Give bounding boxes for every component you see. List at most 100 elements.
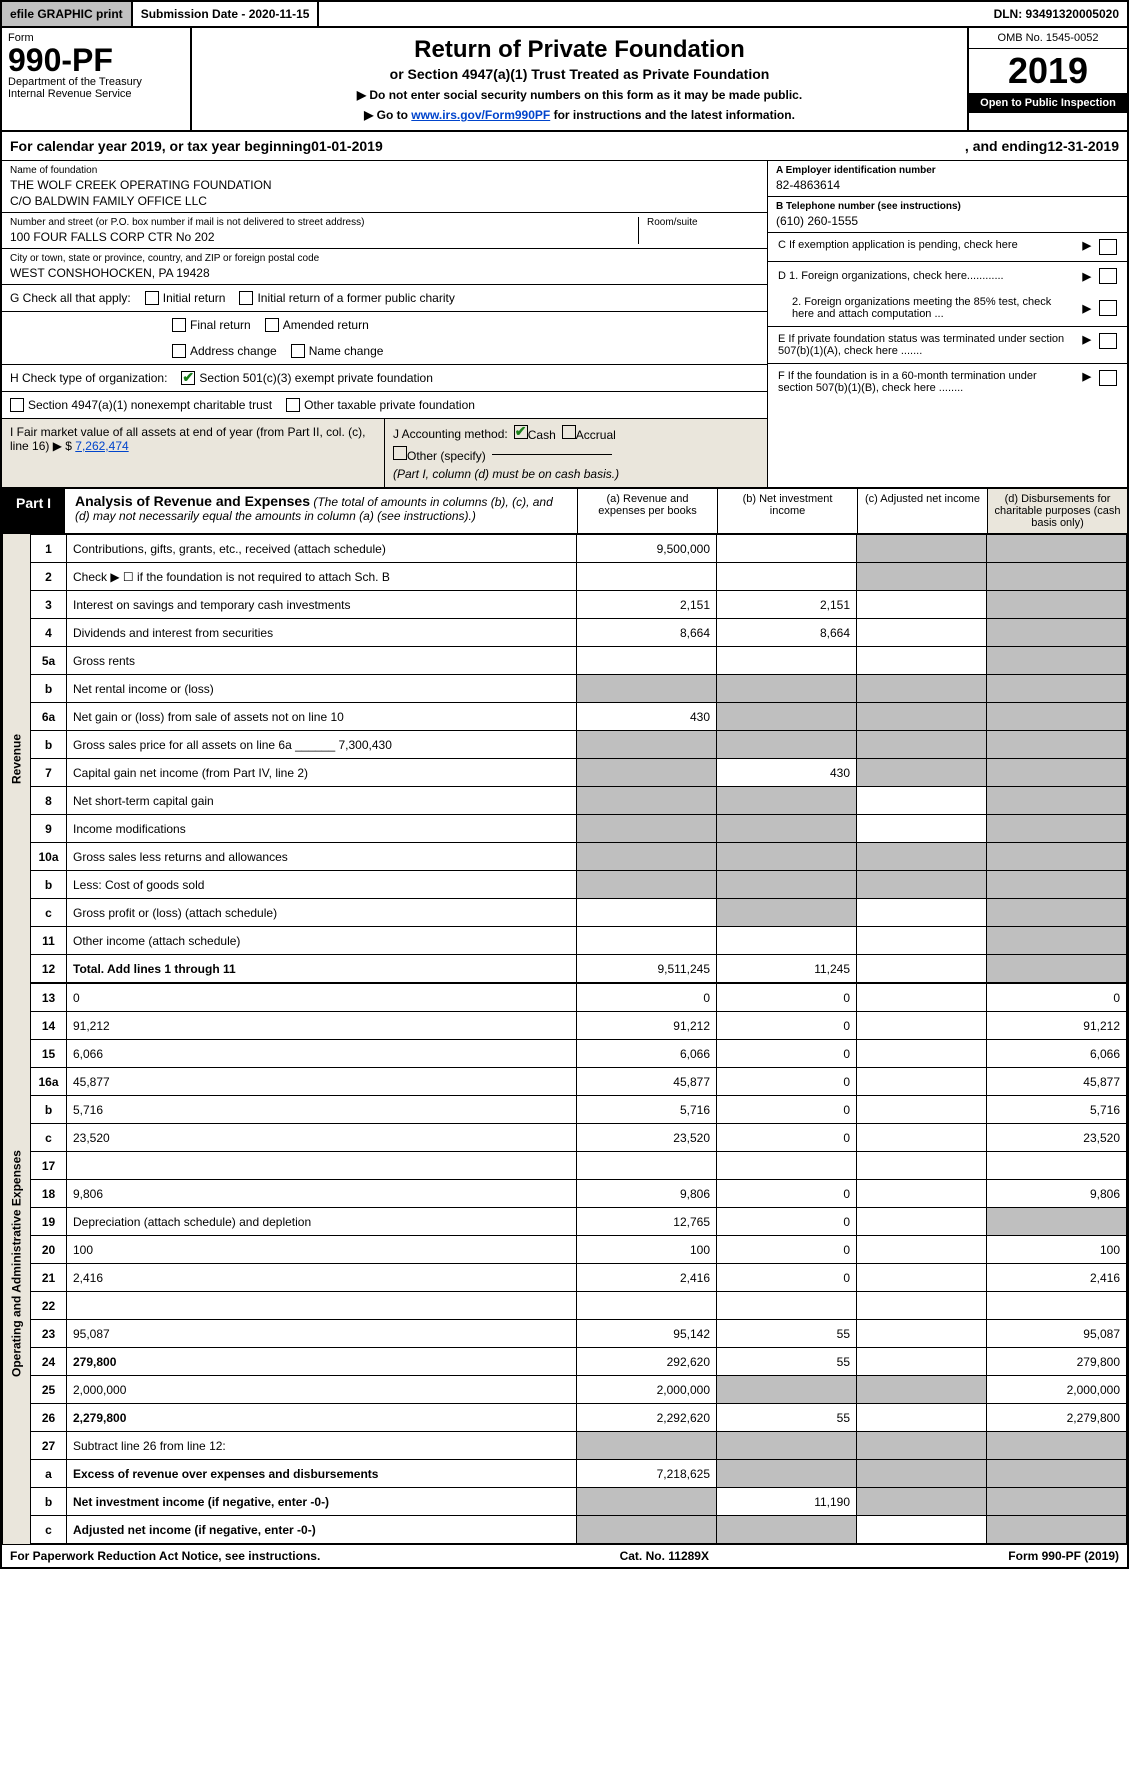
j-cash[interactable]: Cash [514, 425, 556, 442]
cell-c [857, 1208, 987, 1236]
table-row: bGross sales price for all assets on lin… [31, 731, 1127, 759]
d1-checkbox[interactable] [1099, 268, 1117, 284]
j-other[interactable]: Other (specify) [393, 446, 486, 463]
cell-d: 6,066 [987, 1040, 1127, 1068]
g-initial[interactable]: Initial return [145, 291, 226, 305]
row-desc: Interest on savings and temporary cash i… [67, 591, 577, 619]
cell-a: 2,151 [577, 591, 717, 619]
e-terminated: E If private foundation status was termi… [768, 327, 1127, 364]
row-number: c [31, 1124, 67, 1152]
efile-print-button[interactable]: efile GRAPHIC print [2, 2, 133, 26]
g-check-row2: Final return Amended return [2, 312, 767, 338]
g-initial-former[interactable]: Initial return of a former public charit… [239, 291, 454, 305]
cell-d: 45,877 [987, 1068, 1127, 1096]
cal-begin: 01-01-2019 [311, 138, 383, 154]
table-row: 11Other income (attach schedule) [31, 927, 1127, 955]
g-name-change[interactable]: Name change [291, 344, 384, 358]
topbar: efile GRAPHIC print Submission Date - 20… [0, 0, 1129, 28]
cell-b [717, 1516, 857, 1544]
info-left: Name of foundation THE WOLF CREEK OPERAT… [2, 161, 767, 487]
table-row: 2395,08795,1425595,087 [31, 1320, 1127, 1348]
row-number: 25 [31, 1376, 67, 1404]
info-right: A Employer identification number 82-4863… [767, 161, 1127, 487]
row-desc: Net short-term capital gain [67, 787, 577, 815]
f-checkbox[interactable] [1099, 370, 1117, 386]
cell-a [577, 815, 717, 843]
col-d-hdr: (d) Disbursements for charitable purpose… [987, 489, 1127, 533]
cell-c [857, 1180, 987, 1208]
header-note2: ▶ Go to www.irs.gov/Form990PF for instru… [200, 108, 959, 122]
note2-pre: ▶ Go to [364, 108, 411, 122]
cell-d [987, 843, 1127, 871]
c-checkbox[interactable] [1099, 239, 1117, 255]
cell-c [857, 1096, 987, 1124]
d-foreign: D 1. Foreign organizations, check here..… [768, 262, 1127, 327]
cell-a: 2,292,620 [577, 1404, 717, 1432]
j-accrual[interactable]: Accrual [562, 425, 616, 442]
submission-date: Submission Date - 2020-11-15 [133, 2, 320, 26]
c-pending: C If exemption application is pending, c… [768, 233, 1127, 262]
g-addr-change[interactable]: Address change [172, 344, 277, 358]
cell-c [857, 787, 987, 815]
row-number: 9 [31, 815, 67, 843]
row-desc: Check ▶ ☐ if the foundation is not requi… [67, 563, 577, 591]
cell-a: 45,877 [577, 1068, 717, 1096]
e-checkbox[interactable] [1099, 333, 1117, 349]
g-final[interactable]: Final return [172, 318, 251, 332]
row-desc: 9,806 [67, 1180, 577, 1208]
cell-b: 0 [717, 1068, 857, 1096]
table-row: 130000 [31, 984, 1127, 1012]
inspect-badge: Open to Public Inspection [969, 93, 1127, 113]
row-number: 11 [31, 927, 67, 955]
calendar-year-row: For calendar year 2019, or tax year begi… [2, 132, 1127, 161]
cell-a [577, 563, 717, 591]
cell-d [987, 675, 1127, 703]
h-501c3[interactable]: Section 501(c)(3) exempt private foundat… [181, 371, 432, 385]
cell-d: 5,716 [987, 1096, 1127, 1124]
cell-b: 0 [717, 1096, 857, 1124]
cell-c [857, 955, 987, 983]
g-amended[interactable]: Amended return [265, 318, 369, 332]
row-number: 27 [31, 1432, 67, 1460]
row-number: 20 [31, 1236, 67, 1264]
cell-a [577, 787, 717, 815]
cell-a [577, 1432, 717, 1460]
cell-b [717, 899, 857, 927]
row-number: b [31, 871, 67, 899]
row-desc: Excess of revenue over expenses and disb… [67, 1460, 577, 1488]
cell-a: 95,142 [577, 1320, 717, 1348]
cell-c [857, 1348, 987, 1376]
room-label: Room/suite [647, 217, 759, 228]
table-row: 6aNet gain or (loss) from sale of assets… [31, 703, 1127, 731]
row-desc: Net investment income (if negative, ente… [67, 1488, 577, 1516]
cell-d: 100 [987, 1236, 1127, 1264]
cell-d: 95,087 [987, 1320, 1127, 1348]
g-check-row3: Address change Name change [2, 338, 767, 365]
row-desc: Dividends and interest from securities [67, 619, 577, 647]
row-desc: Gross profit or (loss) (attach schedule) [67, 899, 577, 927]
row-desc: Adjusted net income (if negative, enter … [67, 1516, 577, 1544]
row-number: 17 [31, 1152, 67, 1180]
cell-a [577, 647, 717, 675]
h-4947[interactable]: Section 4947(a)(1) nonexempt charitable … [10, 398, 272, 412]
cell-c [857, 1040, 987, 1068]
i-amount: 7,262,474 [75, 439, 128, 453]
cell-a: 8,664 [577, 619, 717, 647]
cell-b [717, 731, 857, 759]
cell-d: 0 [987, 984, 1127, 1012]
table-row: 9Income modifications [31, 815, 1127, 843]
d2-checkbox[interactable] [1099, 300, 1117, 316]
row-desc: 2,416 [67, 1264, 577, 1292]
row-desc: Capital gain net income (from Part IV, l… [67, 759, 577, 787]
table-row: 8Net short-term capital gain [31, 787, 1127, 815]
h-other-taxable[interactable]: Other taxable private foundation [286, 398, 475, 412]
d1-label: D 1. Foreign organizations, check here..… [778, 270, 1075, 282]
row-desc: Total. Add lines 1 through 11 [67, 955, 577, 983]
h-lead: H Check type of organization: [10, 371, 167, 385]
cell-b [717, 927, 857, 955]
cell-b: 0 [717, 1040, 857, 1068]
form-link[interactable]: www.irs.gov/Form990PF [411, 108, 550, 122]
cell-b [717, 703, 857, 731]
cell-b: 55 [717, 1348, 857, 1376]
e-label: E If private foundation status was termi… [778, 333, 1075, 357]
